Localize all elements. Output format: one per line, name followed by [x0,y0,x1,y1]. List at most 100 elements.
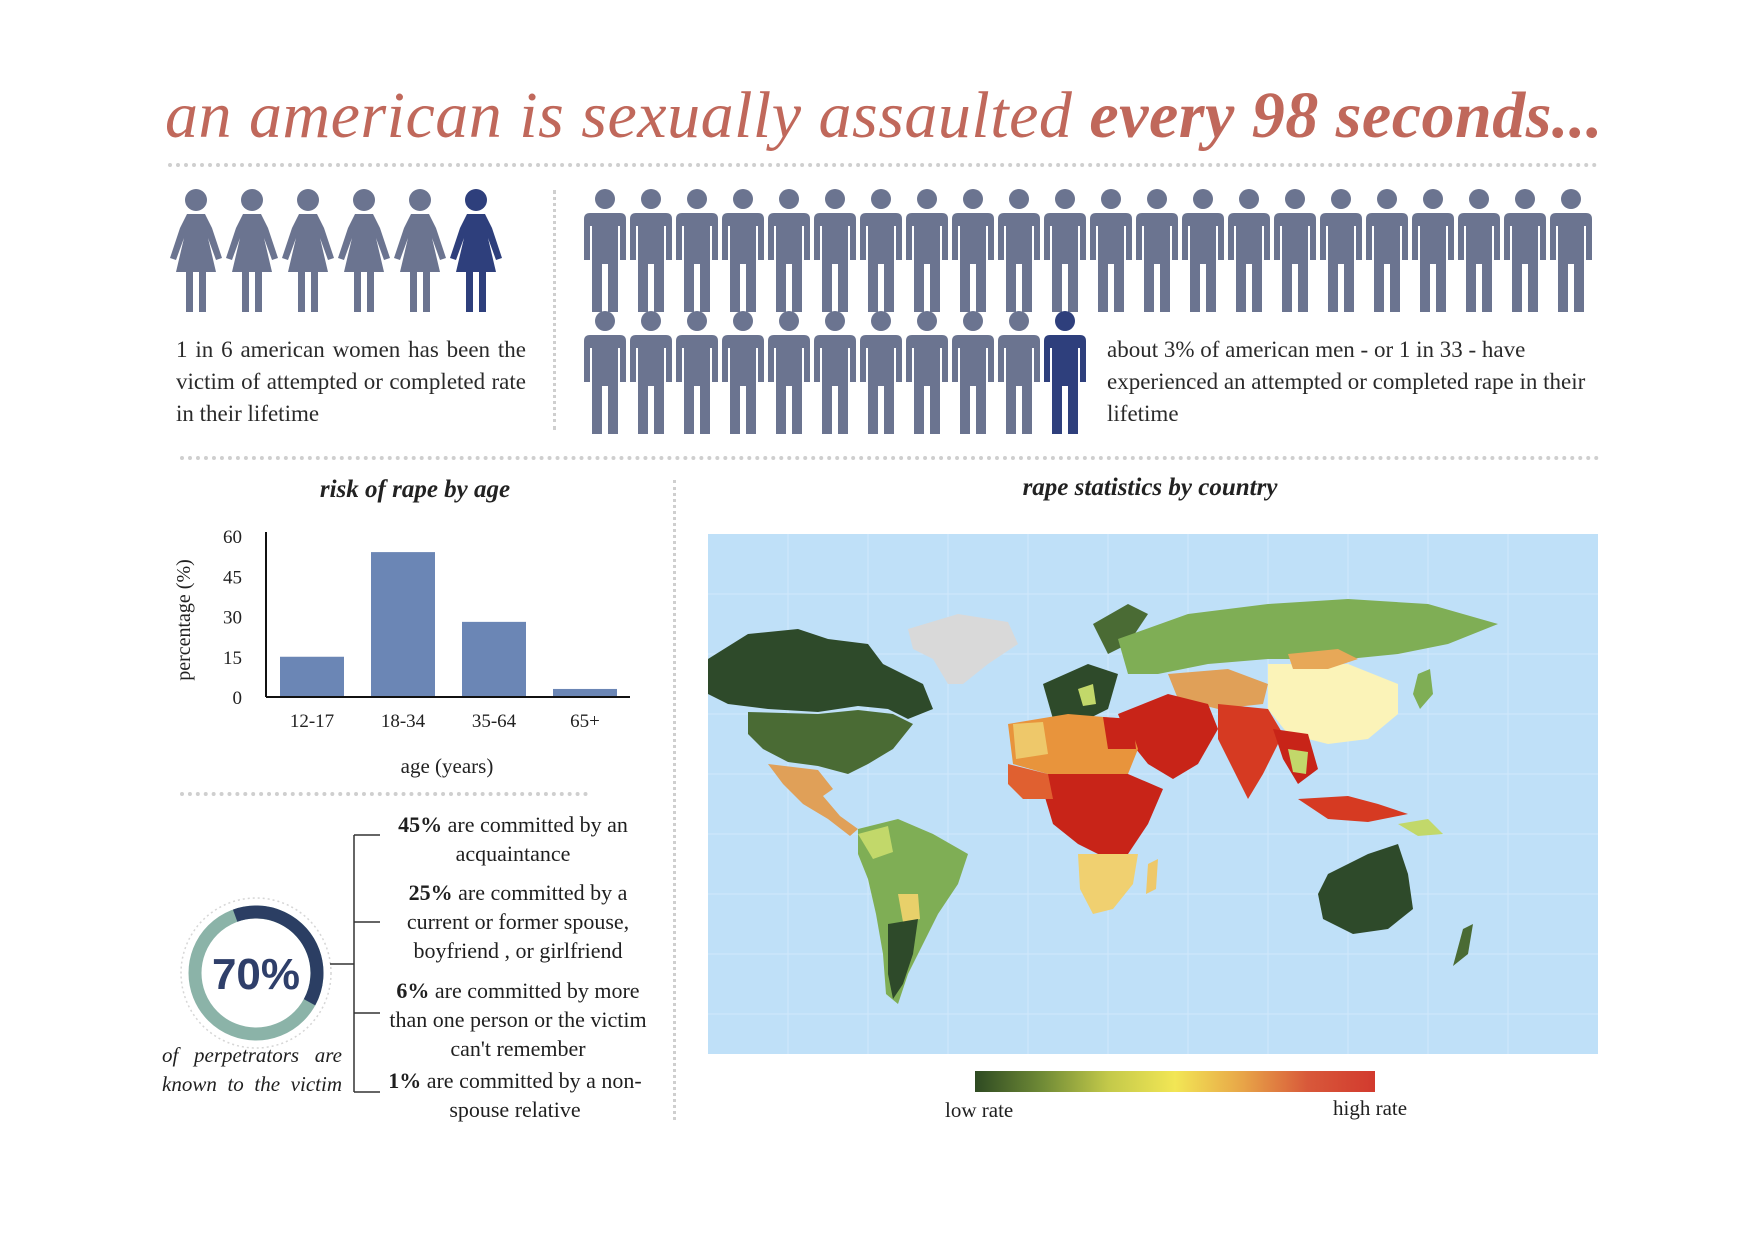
man-figure [1364,188,1410,318]
men-stat-text: about 3% of american men - or 1 in 33 - … [1107,337,1586,426]
known-item-4: 1% are committed by a non-spouse relativ… [388,1068,642,1122]
y-tick-label: 0 [233,688,243,709]
title-prefix: an american is sexually assaulted [165,79,1073,152]
indonesia [1298,796,1408,822]
x-tick-label: 12-17 [290,711,334,732]
argentina [888,919,918,999]
known-caption: of perpetrators are known to the victim [162,1043,342,1096]
man-figure [674,310,720,440]
man-figure [1180,188,1226,318]
australia [1318,844,1413,934]
x-tick-label: 35-64 [472,711,517,732]
bar-12-17 [280,656,344,697]
madagascar [1146,859,1158,894]
y-tick-label: 30 [223,608,242,629]
man-figure [950,188,996,318]
man-figure [904,310,950,440]
man-figure [1410,188,1456,318]
india [1218,704,1283,799]
divider-middle [180,456,1600,460]
age-bar-chart: percentage (%) 0 15 30 45 60 12-17 18-34 35-64… [173,527,630,778]
man-figure [1134,188,1180,318]
middle-east [1118,694,1218,779]
usa [748,710,913,774]
x-tick-label: 18-34 [381,711,426,732]
man-figure [996,188,1042,318]
woman-figure [224,188,280,318]
women-figures [168,188,504,318]
bracket [330,834,380,1093]
known-item-1: 45% are committed by an acquaintance [398,812,628,866]
bar-18-34 [371,552,435,697]
man-figure [1502,188,1548,318]
papua [1398,819,1443,836]
bolivia-region [898,894,920,922]
bar-65+ [553,688,617,697]
man-figure [1088,188,1134,318]
divider-left-lower [180,792,588,796]
woman-figure [168,188,224,318]
chart-xlabel: age (years) [401,754,494,778]
man-figure [904,188,950,318]
chart-ylabel: percentage (%) [173,559,195,681]
man-figure [812,310,858,440]
canada [708,629,933,719]
known-item-2: 25% are committed by a current or former… [406,880,630,963]
y-tick-label: 45 [223,567,242,588]
man-figure [720,188,766,318]
man-figure [628,310,674,440]
woman-figure [280,188,336,318]
woman-figure [392,188,448,318]
divider-top [168,163,1598,167]
man-figure [1548,188,1594,318]
map-title: rape statistics by country [1022,474,1278,501]
man-figure [858,188,904,318]
man-figure [766,188,812,318]
mongolia [1288,649,1358,669]
africa-south [1078,854,1138,914]
man-figure [582,188,628,318]
japan [1413,669,1433,709]
map-legend-gradient [975,1071,1375,1092]
known-item-3: 6% are committed by more than one person… [389,978,647,1061]
women-stat-text: 1 in 6 american women has been the victi… [176,337,526,426]
man-figure-highlighted [1042,310,1088,440]
man-figure [1456,188,1502,318]
man-figure [1042,188,1088,318]
x-tick-label: 65+ [570,711,600,732]
colombia-region [858,826,893,859]
woman-figure [336,188,392,318]
greenland [908,614,1018,684]
russia [1118,599,1498,674]
y-tick-label: 15 [223,648,242,669]
china [1268,664,1398,744]
africa-central [1038,774,1163,859]
divider-figures [553,190,556,430]
europe-light [1078,684,1096,706]
ring-percent-label: 70% [212,950,300,999]
page-title: an american is sexually assaulted every … [165,78,1605,154]
men-figures-row-2 [582,310,1088,440]
man-figure [628,188,674,318]
bar-35-64 [462,621,526,697]
man-figure [812,188,858,318]
man-figure [582,310,628,440]
man-figure [1272,188,1318,318]
man-figure [1226,188,1272,318]
woman-figure-highlighted [448,188,504,318]
new-zealand [1453,924,1473,966]
indochina [1288,749,1308,774]
man-figure [674,188,720,318]
men-figures-row-1 [582,188,1594,318]
mexico [768,764,858,836]
known-ring: 70% [180,897,332,1049]
scandinavia [1093,604,1148,654]
man-figure [720,310,766,440]
man-figure [1318,188,1364,318]
man-figure [950,310,996,440]
man-figure [858,310,904,440]
legend-high-label: high rate [1333,1096,1408,1120]
central-asia [1168,669,1268,709]
man-figure [996,310,1042,440]
egypt [1103,717,1136,749]
